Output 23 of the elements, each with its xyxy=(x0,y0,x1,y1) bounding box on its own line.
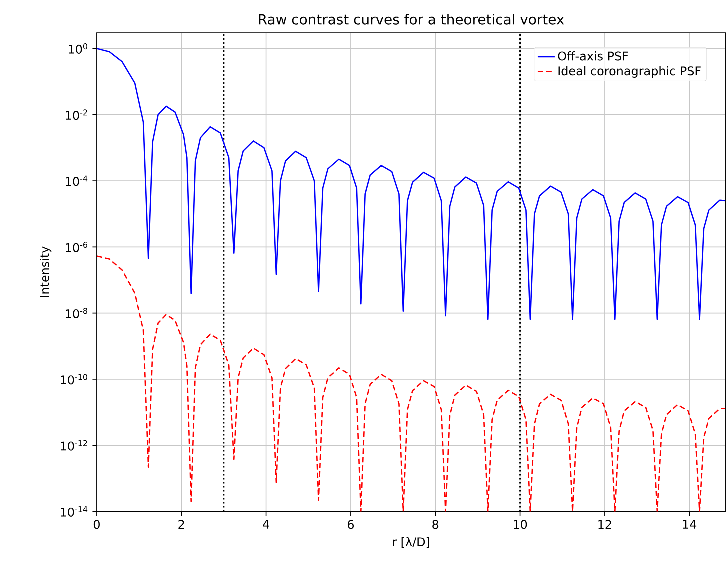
line-series xyxy=(96,256,726,512)
y-tick-label: 10$^{-4}$ xyxy=(66,176,88,186)
x-tick-label: 12 xyxy=(598,520,612,530)
y-tick-label: 10$^{0}$ xyxy=(69,44,88,54)
line-series xyxy=(96,48,726,320)
legend-label: Off-axis PSF xyxy=(558,52,628,61)
x-tick-label: 0 xyxy=(94,520,100,530)
legend-label: Ideal coronagraphic PSF xyxy=(558,66,701,78)
x-axis-title: r [λ/D] xyxy=(393,538,430,548)
chart-title: Raw contrast curves for a theoretical vortex xyxy=(259,14,564,25)
y-tick-label: 10$^{-10}$ xyxy=(61,374,88,385)
x-tick-label: 8 xyxy=(432,520,439,530)
y-tick-label: 10$^{-8}$ xyxy=(66,308,88,319)
x-tick-label: 10 xyxy=(514,520,528,530)
y-tick-label: 10$^{-12}$ xyxy=(61,440,88,451)
y-tick-label: 10$^{-6}$ xyxy=(66,242,88,253)
y-tick-label: 10$^{-14}$ xyxy=(61,506,88,518)
y-axis-title: Intensity xyxy=(40,246,52,298)
x-tick-label: 6 xyxy=(348,520,354,530)
x-tick-label: 4 xyxy=(263,520,270,530)
y-tick-label: 10$^{-2}$ xyxy=(66,110,88,120)
x-tick-label: 2 xyxy=(178,520,184,530)
x-tick-label: 14 xyxy=(683,520,697,530)
